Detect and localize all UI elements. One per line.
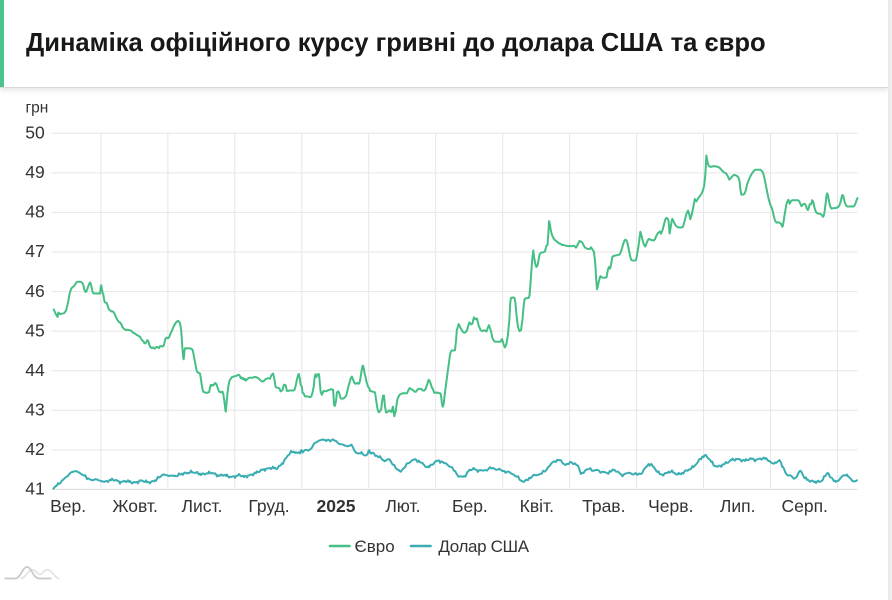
svg-text:49: 49 [25,162,44,182]
svg-text:Серп.: Серп. [781,496,827,516]
svg-text:2025: 2025 [317,496,356,516]
svg-text:47: 47 [25,241,44,261]
svg-text:Груд.: Груд. [248,496,289,516]
svg-text:43: 43 [25,400,44,420]
svg-text:48: 48 [25,202,44,222]
svg-text:44: 44 [25,360,45,380]
svg-text:Вер.: Вер. [50,496,86,516]
svg-text:Долар США: Долар США [438,537,529,556]
svg-text:Лют.: Лют. [385,496,420,516]
svg-text:Жовт.: Жовт. [112,496,158,516]
svg-text:Квіт.: Квіт. [520,496,554,516]
svg-text:Бер.: Бер. [452,496,488,516]
svg-text:Черв.: Черв. [648,496,693,516]
svg-text:46: 46 [25,281,44,301]
svg-text:50: 50 [25,123,45,143]
svg-text:Трав.: Трав. [582,496,625,516]
svg-text:грн: грн [26,99,49,116]
svg-text:Лип.: Лип. [720,496,756,516]
svg-text:45: 45 [25,320,44,340]
svg-text:Євро: Євро [355,537,395,556]
svg-text:Лист.: Лист. [182,496,223,516]
svg-text:41: 41 [25,479,44,499]
svg-text:42: 42 [25,439,44,459]
